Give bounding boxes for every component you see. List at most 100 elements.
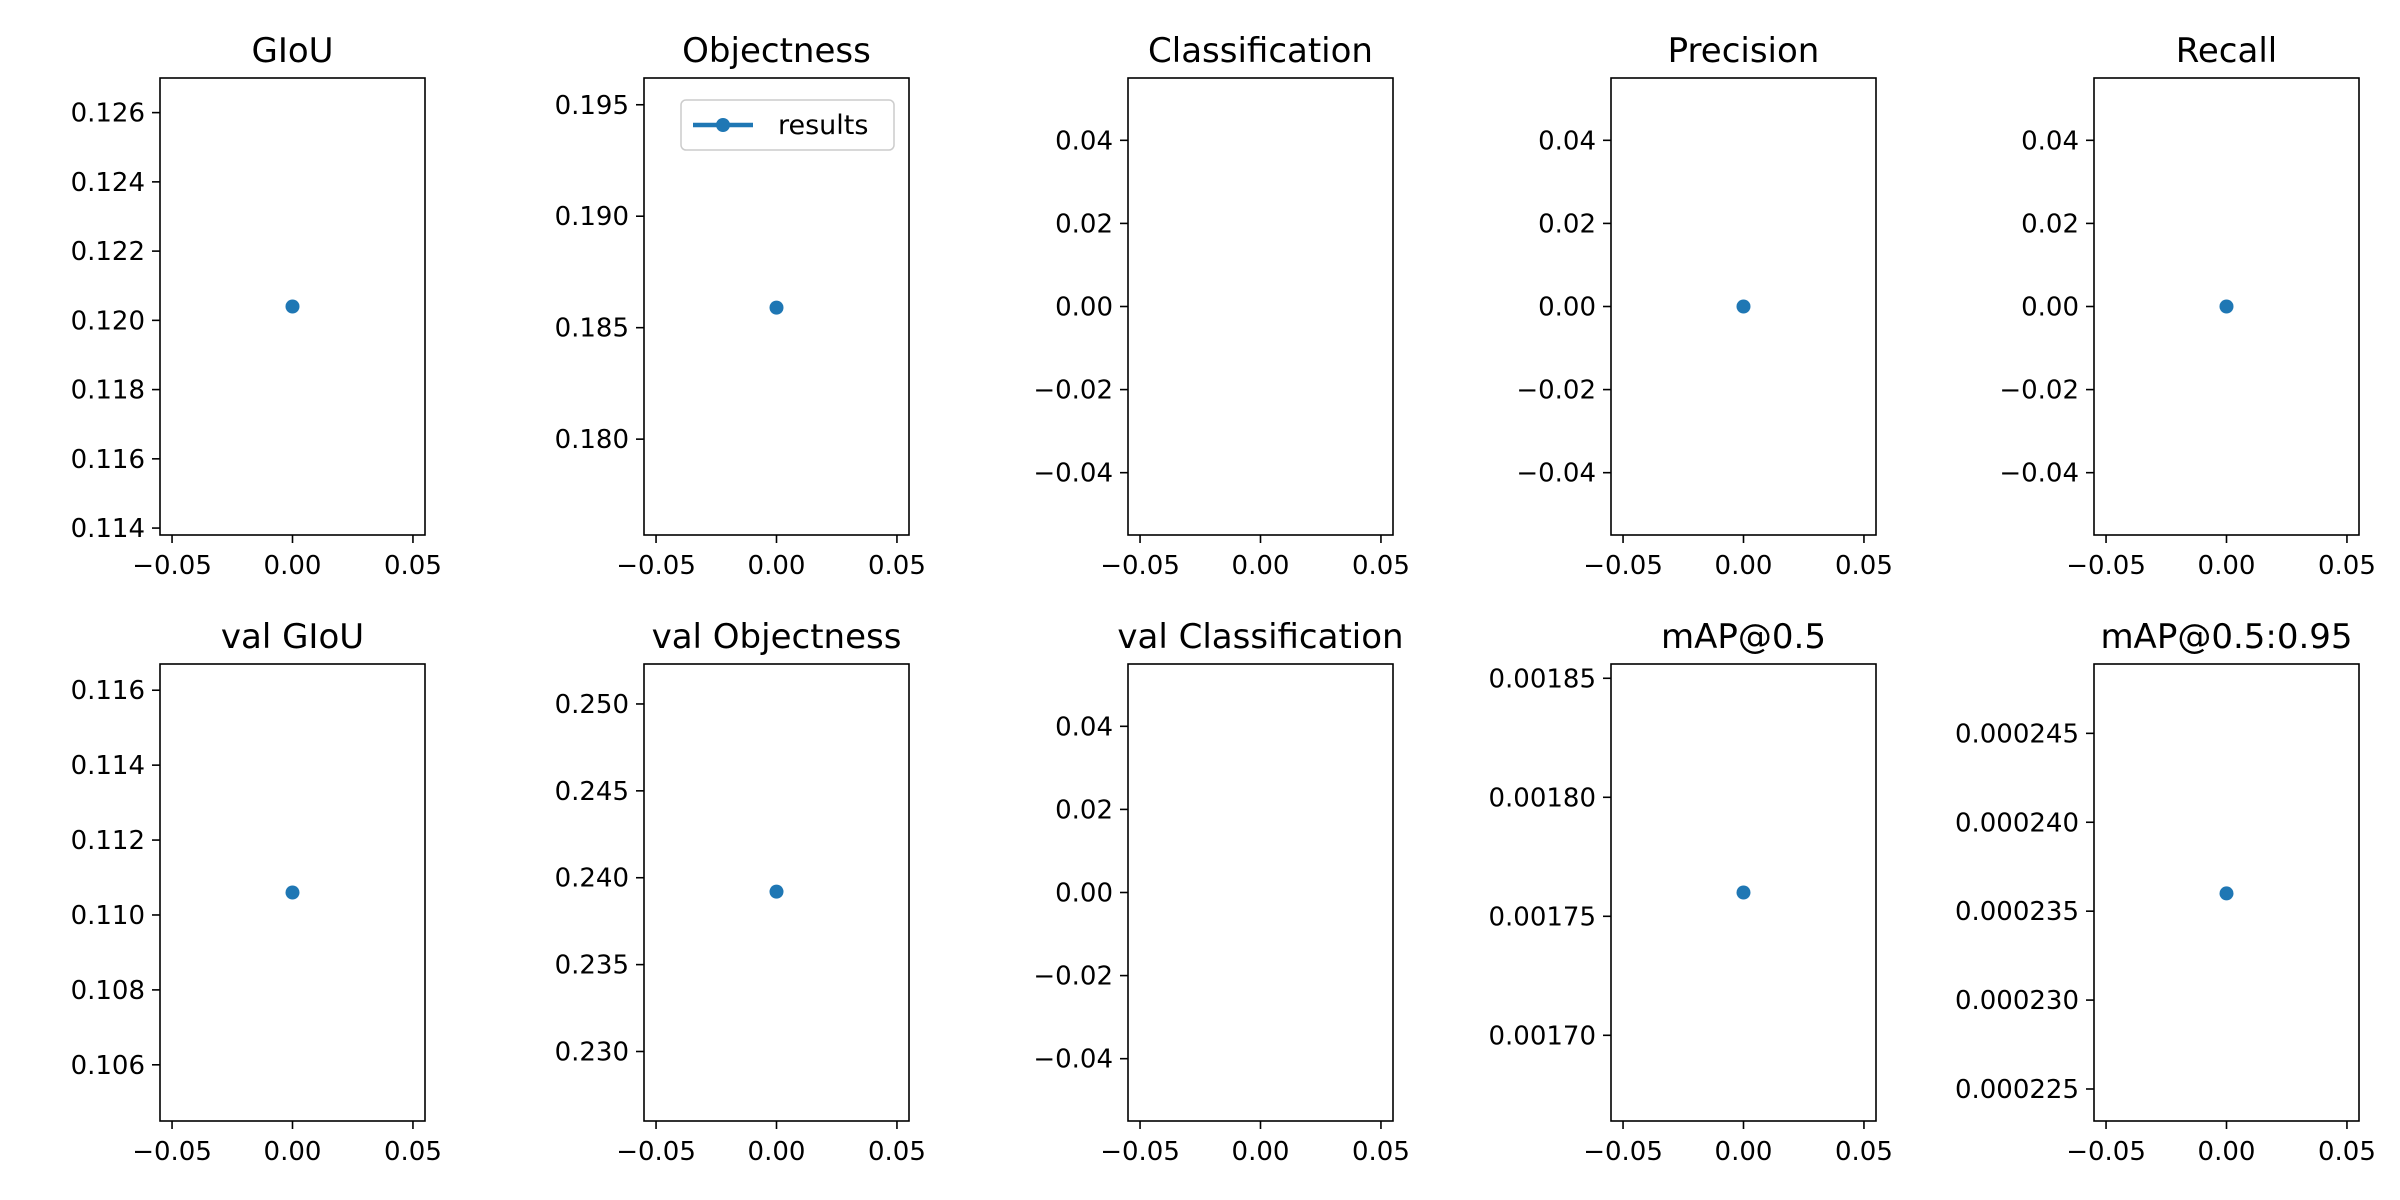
y-tick-label: 0.000245 [1955, 719, 2079, 749]
panel-title: Precision [1668, 31, 1820, 71]
x-tick-label: 0.00 [2198, 1137, 2256, 1167]
y-tick-label: 0.04 [1055, 126, 1113, 156]
y-tick-label: 0.110 [71, 901, 145, 931]
y-tick-label: 0.195 [555, 91, 629, 121]
panel-val-giou: val GIoU −0.05 0.00 0.05 0.106 0.108 0.110 0.11… [71, 617, 442, 1167]
panel-title: Recall [2176, 31, 2277, 71]
y-tick-label: 0.00180 [1488, 783, 1596, 813]
y-tick-label: 0.02 [2021, 209, 2079, 239]
panel-title: Classification [1148, 31, 1373, 71]
x-tick-label: −0.05 [1583, 551, 1663, 581]
panel-title: GIoU [251, 31, 333, 71]
x-tick-label: 0.00 [1232, 1137, 1290, 1167]
y-tick-label: −0.04 [1999, 459, 2079, 489]
y-tick-label: 0.122 [71, 237, 145, 267]
data-point [769, 884, 784, 899]
y-tick-label: 0.02 [1055, 795, 1113, 825]
x-tick-label: −0.05 [132, 551, 212, 581]
x-tick-label: 0.05 [868, 551, 926, 581]
y-tick-label: 0.112 [71, 826, 145, 856]
x-tick-label: 0.05 [1352, 1137, 1410, 1167]
x-tick-label: −0.05 [616, 1137, 696, 1167]
panel-title: val Classification [1117, 617, 1403, 657]
panel-objectness: Objectness −0.05 0.00 0.05 0.180 0.185 0.190 0.… [555, 31, 926, 581]
y-tick-label: 0.00 [1538, 293, 1596, 323]
panel-title: Objectness [682, 31, 871, 71]
y-tick-label: −0.02 [1516, 376, 1596, 406]
data-point [769, 300, 784, 315]
y-tick-label: 0.180 [555, 425, 629, 455]
y-tick-label: 0.240 [555, 864, 629, 894]
y-tick-label: 0.04 [1538, 126, 1596, 156]
y-tick-label: 0.000235 [1955, 897, 2079, 927]
x-tick-label: 0.00 [748, 1137, 806, 1167]
panel-map-0-5-0-95: mAP@0.5:0.95 −0.05 0.00 0.05 0.000225 0.00023… [1955, 617, 2376, 1167]
y-tick-label: 0.230 [555, 1037, 629, 1067]
y-tick-label: 0.00175 [1488, 902, 1596, 932]
x-tick-label: −0.05 [1100, 551, 1180, 581]
panel-val-objectness: val Objectness −0.05 0.00 0.05 0.230 0.235 0.2… [555, 617, 926, 1167]
x-tick-label: −0.05 [1100, 1137, 1180, 1167]
y-tick-label: 0.118 [71, 376, 145, 406]
y-tick-label: 0.00 [1055, 293, 1113, 323]
x-tick-label: 0.00 [1715, 551, 1773, 581]
legend-marker [716, 118, 730, 132]
y-tick-label: −0.02 [1999, 376, 2079, 406]
data-point [1736, 885, 1751, 900]
y-tick-label: 0.00185 [1488, 664, 1596, 694]
x-tick-label: −0.05 [2066, 551, 2146, 581]
x-tick-label: −0.05 [132, 1137, 212, 1167]
y-tick-label: 0.126 [71, 99, 145, 129]
panel-title: val Objectness [652, 617, 902, 657]
x-tick-label: 0.00 [264, 551, 322, 581]
data-point [285, 299, 300, 314]
y-tick-label: 0.185 [555, 314, 629, 344]
x-tick-label: 0.00 [748, 551, 806, 581]
panel-classification: Classification −0.05 0.00 0.05 −0.04 −0.02 0.0… [1033, 31, 1410, 581]
y-tick-label: 0.114 [71, 751, 145, 781]
x-tick-label: 0.05 [868, 1137, 926, 1167]
y-tick-label: 0.000230 [1955, 986, 2079, 1016]
y-tick-label: 0.106 [71, 1051, 145, 1081]
y-tick-label: 0.120 [71, 306, 145, 336]
x-tick-label: 0.05 [384, 551, 442, 581]
axes-frame [1127, 77, 1394, 536]
y-tick-label: −0.04 [1033, 459, 1113, 489]
y-tick-label: 0.00170 [1488, 1021, 1596, 1051]
y-tick-label: 0.00 [1055, 879, 1113, 909]
x-tick-label: 0.05 [2318, 551, 2376, 581]
panel-giou: GIoU −0.05 0.00 0.05 0.114 0.116 0.118 0.120 0.1… [71, 31, 442, 581]
x-tick-label: 0.00 [1232, 551, 1290, 581]
data-point [2219, 299, 2234, 314]
x-tick-label: 0.00 [1715, 1137, 1773, 1167]
x-tick-label: −0.05 [616, 551, 696, 581]
axes-frame [1127, 663, 1394, 1122]
x-tick-label: 0.05 [1835, 1137, 1893, 1167]
panel-map-0-5: mAP@0.5 −0.05 0.00 0.05 0.00170 0.00175 0.0018… [1488, 617, 1892, 1167]
y-tick-label: 0.190 [555, 202, 629, 232]
y-tick-label: 0.108 [71, 976, 145, 1006]
panel-title: mAP@0.5 [1661, 617, 1826, 657]
x-tick-label: 0.05 [384, 1137, 442, 1167]
y-tick-label: 0.000240 [1955, 808, 2079, 838]
y-tick-label: −0.04 [1033, 1045, 1113, 1075]
legend: results [680, 99, 895, 151]
data-point [285, 885, 300, 900]
y-tick-label: −0.04 [1516, 459, 1596, 489]
x-tick-label: 0.00 [2198, 551, 2256, 581]
y-tick-label: 0.000225 [1955, 1075, 2079, 1105]
y-tick-label: −0.02 [1033, 962, 1113, 992]
y-tick-label: 0.250 [555, 690, 629, 720]
panel-val-classification: val Classification −0.05 0.00 0.05 −0.04 −0.0… [1033, 617, 1410, 1167]
y-tick-label: 0.04 [2021, 126, 2079, 156]
y-tick-label: 0.114 [71, 514, 145, 544]
x-tick-label: 0.05 [1352, 551, 1410, 581]
y-tick-label: 0.235 [555, 951, 629, 981]
x-tick-label: −0.05 [2066, 1137, 2146, 1167]
panel-title: mAP@0.5:0.95 [2100, 617, 2352, 657]
y-tick-label: 0.116 [71, 676, 145, 706]
x-tick-label: −0.05 [1583, 1137, 1663, 1167]
data-point [1736, 299, 1751, 314]
legend-label: results [778, 110, 868, 141]
